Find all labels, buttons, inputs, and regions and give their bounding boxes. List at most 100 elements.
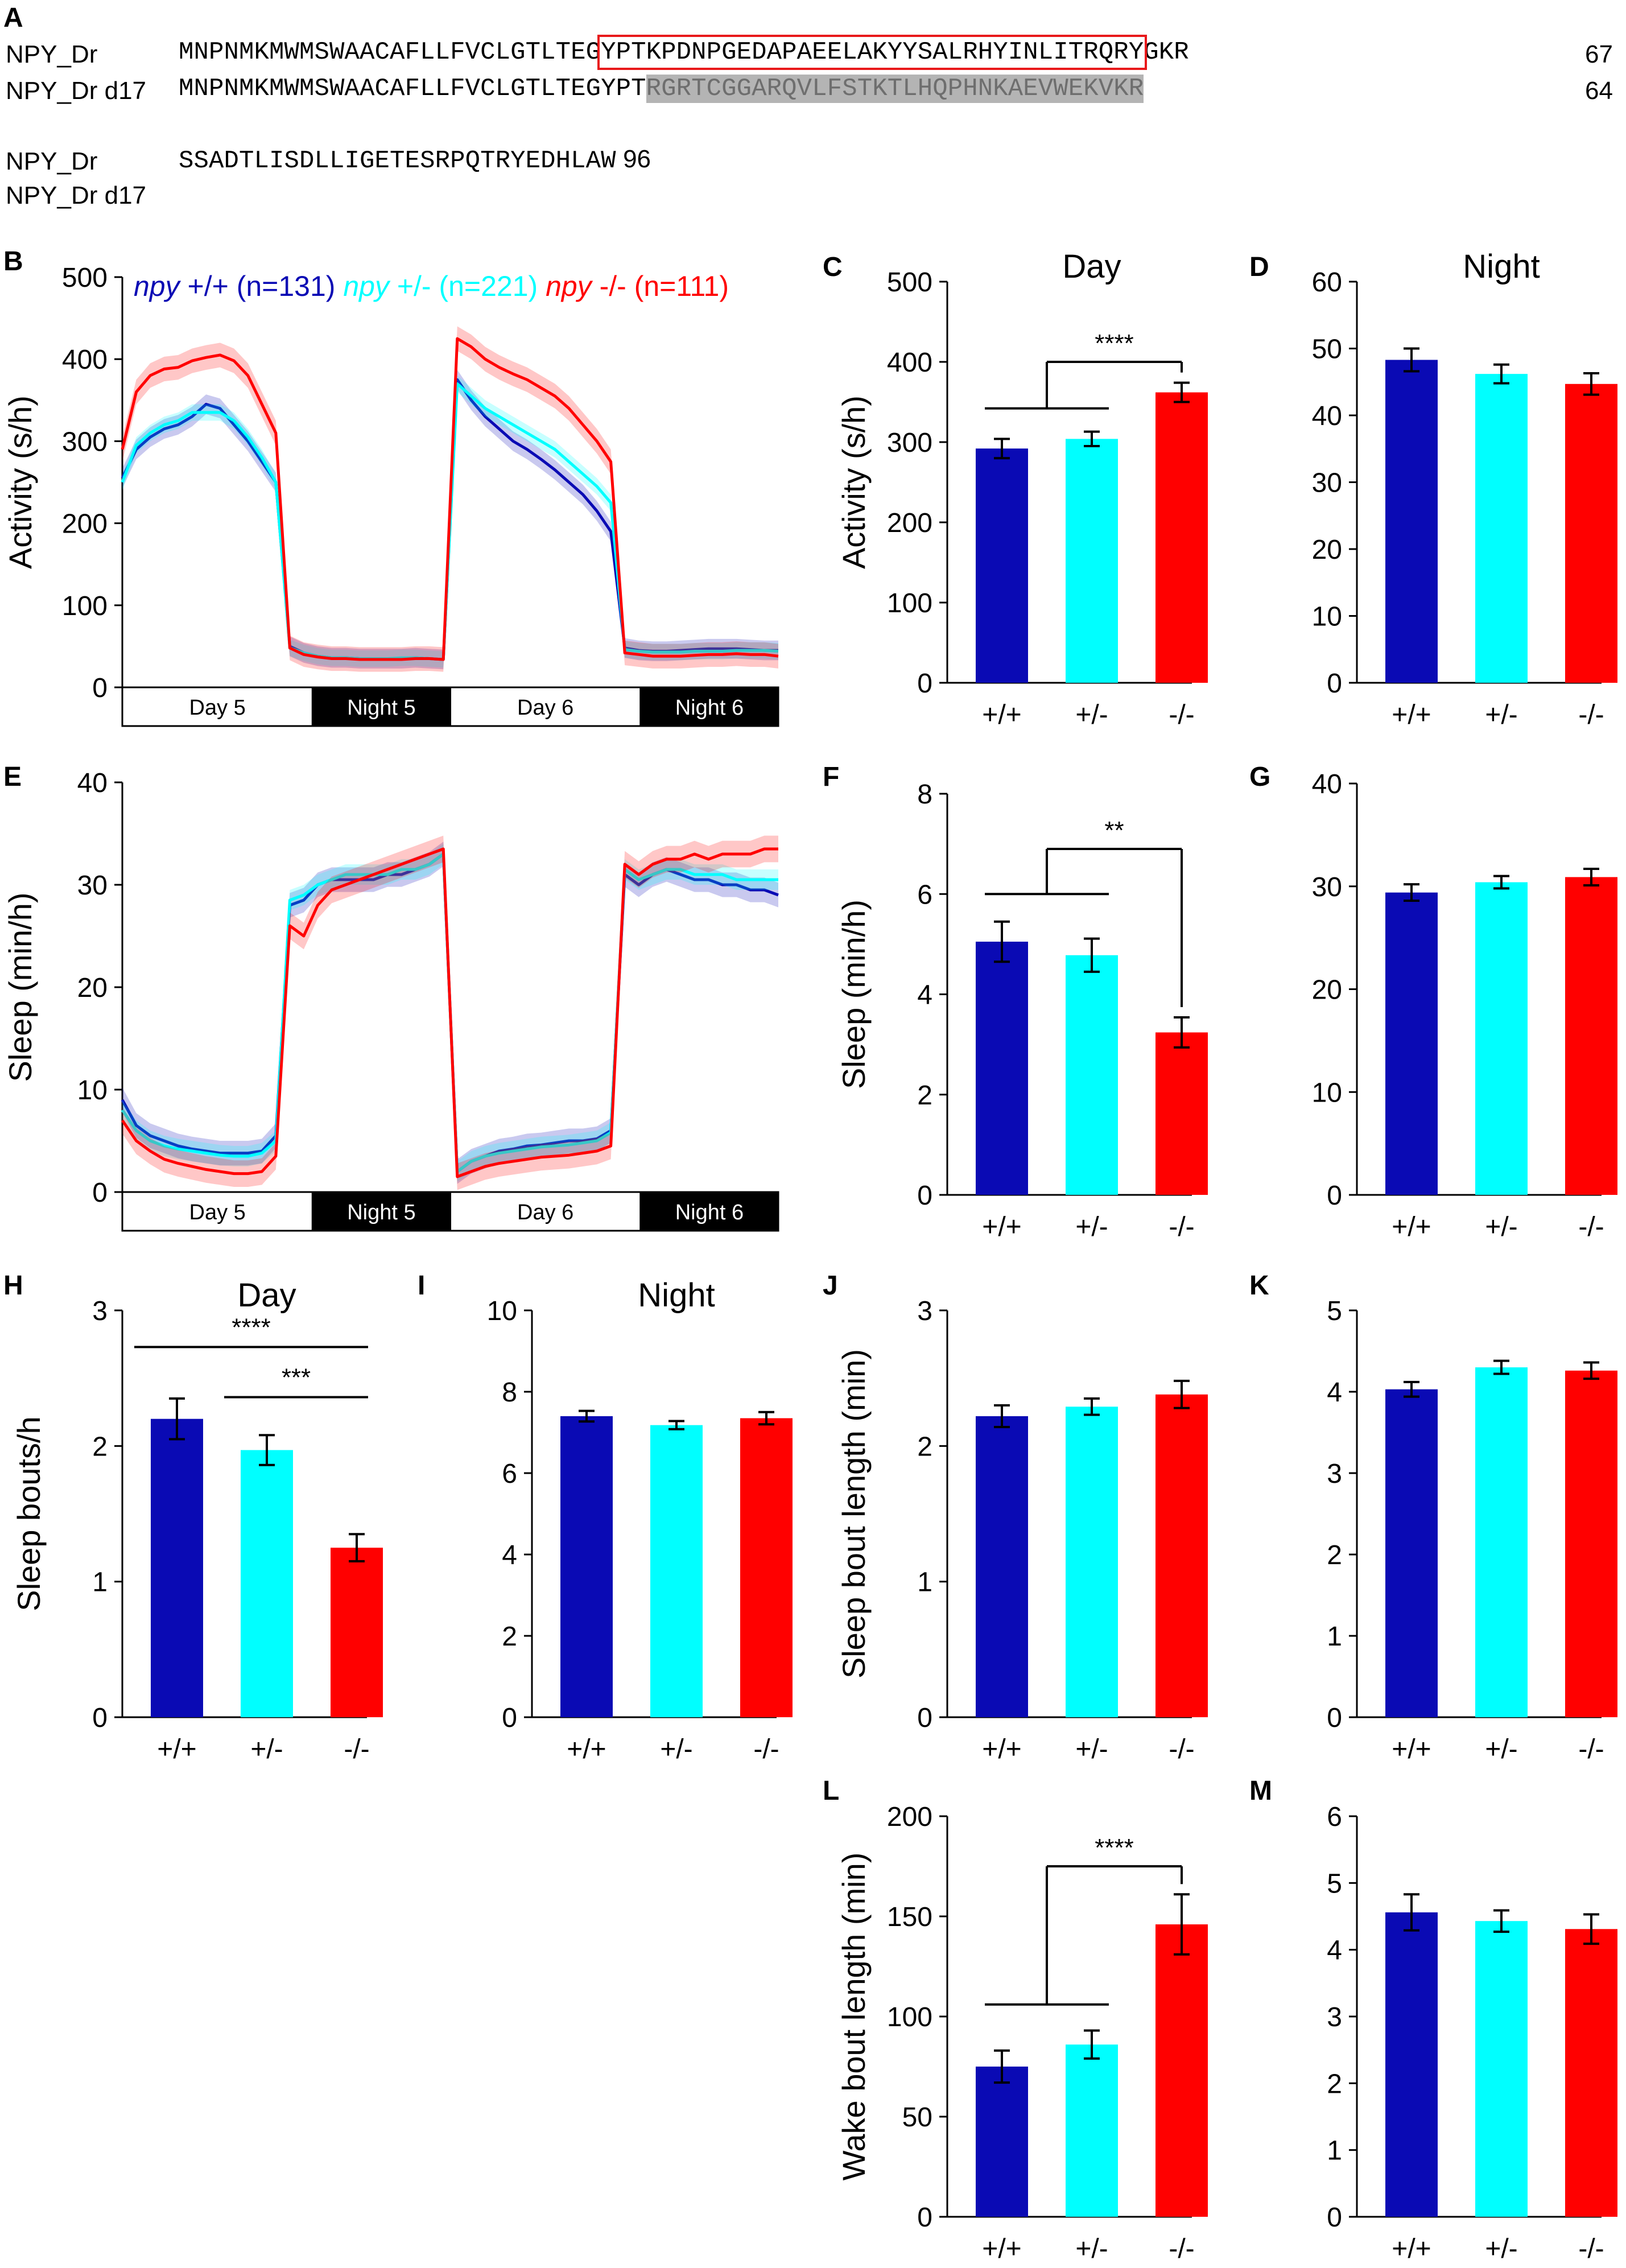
bar-het xyxy=(1475,374,1528,683)
y-tick-label: 10 xyxy=(1312,602,1342,632)
y-tick-label: 2 xyxy=(1327,1540,1342,1570)
y-tick-label: 20 xyxy=(77,973,108,1003)
bar-wt xyxy=(560,1416,613,1717)
y-tick-label: 3 xyxy=(1327,2002,1342,2032)
time-block xyxy=(639,686,779,727)
night-wake-bout-length-bar-chart: 0 1 2 3 4 5 6 +/+ +/- -/- xyxy=(1327,1802,1617,2264)
legend-genotype-label: +/- (n=221) xyxy=(389,270,538,302)
x-tick-label: +/- xyxy=(250,1734,283,1764)
sequence-name: NPY_Dr d17 xyxy=(6,77,147,105)
sequence-row: MNPNMKMWMSWAACAFLLFVCLGTLTEGYPTRGRTCGGAR… xyxy=(179,75,1144,103)
time-block xyxy=(121,1191,313,1232)
y-tick-label: 100 xyxy=(62,591,108,621)
series-line-mut xyxy=(121,337,779,661)
legend-genotype-label: +/+ (n=131) xyxy=(180,270,336,302)
time-block xyxy=(311,686,451,727)
y-tick-label: 0 xyxy=(92,1178,108,1208)
bar-het xyxy=(1475,1367,1528,1717)
y-tick-label: 4 xyxy=(502,1540,517,1570)
y-tick-label: 0 xyxy=(1327,2203,1342,2233)
time-block-label: Night 5 xyxy=(347,1201,415,1224)
bar-wt xyxy=(1385,360,1438,683)
y-tick-label: 3 xyxy=(917,1296,932,1326)
time-block xyxy=(449,686,642,727)
x-tick-label: +/- xyxy=(1485,2234,1517,2264)
x-tick-label: +/- xyxy=(1485,1734,1517,1764)
y-tick-label: 0 xyxy=(1327,1181,1342,1211)
night-activity-bar-chart: 0 10 20 30 40 50 60 +/+ +/- -/- Night xyxy=(1312,248,1617,730)
sequence-length: 67 xyxy=(1585,40,1613,68)
bar-het xyxy=(650,1425,703,1717)
y-tick-label: 2 xyxy=(917,1081,932,1111)
y-tick-label: 100 xyxy=(887,588,932,618)
y-tick-label: 20 xyxy=(1312,975,1342,1005)
bar-het xyxy=(1066,955,1118,1195)
bar-mut xyxy=(331,1548,383,1717)
y-tick-label: 0 xyxy=(1327,669,1342,699)
bar-het xyxy=(1475,882,1528,1195)
y-tick-label: 150 xyxy=(887,1902,932,1932)
bar-mut xyxy=(1565,384,1617,683)
panel-label-h: H xyxy=(3,1271,23,1301)
time-block-label: Night 6 xyxy=(675,1201,744,1224)
chart-title: Day xyxy=(1062,248,1121,285)
x-tick-label: -/- xyxy=(753,1734,779,1764)
x-tick-label: +/- xyxy=(660,1734,692,1764)
bar-mut xyxy=(1565,877,1617,1195)
y-tick-label: 40 xyxy=(1312,769,1342,799)
y-tick-label: 30 xyxy=(1312,872,1342,902)
y-tick-label: 40 xyxy=(1312,401,1342,431)
time-block-label: Night 5 xyxy=(347,696,415,720)
x-tick-label: +/+ xyxy=(982,1212,1021,1242)
bar-het xyxy=(1475,1921,1528,2217)
x-tick-label: +/+ xyxy=(982,1734,1021,1764)
y-tick-label: 8 xyxy=(917,780,932,810)
x-tick-label: -/- xyxy=(1578,700,1604,730)
y-tick-label: 1 xyxy=(1327,1622,1342,1652)
time-block xyxy=(639,1191,779,1232)
chart-title: Night xyxy=(638,1277,715,1314)
x-tick-label: -/- xyxy=(344,1734,369,1764)
bar-wt xyxy=(976,941,1028,1195)
x-tick-label: -/- xyxy=(1169,1212,1194,1242)
sequence-length: 64 xyxy=(1585,77,1613,105)
panel-label-m: M xyxy=(1249,1776,1272,1806)
legend-gene-label: npy xyxy=(538,270,593,302)
y-tick-label: 500 xyxy=(887,267,932,298)
y-tick-label: 10 xyxy=(487,1296,517,1326)
mature-peptide-box: YPTKPDNPGEDAPAEELAKYYSALRHYINLITRQRY xyxy=(597,35,1148,70)
bar-het xyxy=(1066,1407,1118,1717)
y-axis-title: Sleep bouts/h xyxy=(11,1416,47,1611)
y-axis-title: Sleep (min/h) xyxy=(2,892,38,1082)
chart-title: Night xyxy=(1463,248,1540,285)
bar-mut xyxy=(1155,1924,1208,2217)
y-tick-label: 1 xyxy=(92,1568,108,1598)
bar-wt xyxy=(976,1416,1028,1717)
activity-timecourse-chart: 0 100 200 300 400 500 Day 5 Night 5 Day 6 Night 6… xyxy=(2,263,779,727)
y-tick-label: 8 xyxy=(502,1378,517,1408)
panel-label-e: E xyxy=(3,762,22,792)
night-sleep-bout-length-bar-chart: 0 1 2 3 4 5 +/+ +/- -/- xyxy=(1327,1296,1617,1764)
y-tick-label: 200 xyxy=(887,508,932,538)
y-tick-label: 3 xyxy=(1327,1459,1342,1489)
x-tick-label: +/- xyxy=(1075,2234,1108,2264)
panel-label-g: G xyxy=(1249,762,1271,792)
sleep-bout-length-bar-chart: 0 1 2 3 +/+ +/- -/- Sleep bout length (min) xyxy=(836,1296,1208,1764)
bar-mut xyxy=(1155,392,1208,683)
sequence-length: 96 xyxy=(623,145,651,173)
x-tick-label: +/+ xyxy=(157,1734,196,1764)
panel-label-d: D xyxy=(1249,252,1269,282)
y-tick-label: 2 xyxy=(1327,2069,1342,2099)
y-tick-label: 100 xyxy=(887,2002,932,2032)
time-block-label: Day 5 xyxy=(189,1201,246,1224)
significance-label: **** xyxy=(1095,1834,1134,1862)
y-tick-label: 40 xyxy=(77,768,108,798)
y-tick-label: 300 xyxy=(887,428,932,458)
time-block xyxy=(311,1191,451,1232)
bar-wt xyxy=(1385,1912,1438,2217)
sequence-text: MNPNMKMWMSWAACAFLLFVCLGTLTEG xyxy=(179,38,601,67)
x-tick-label: -/- xyxy=(1578,1212,1604,1242)
y-tick-label: 2 xyxy=(917,1432,932,1462)
series-line-mut xyxy=(121,847,778,1178)
y-tick-label: 50 xyxy=(1312,335,1342,365)
